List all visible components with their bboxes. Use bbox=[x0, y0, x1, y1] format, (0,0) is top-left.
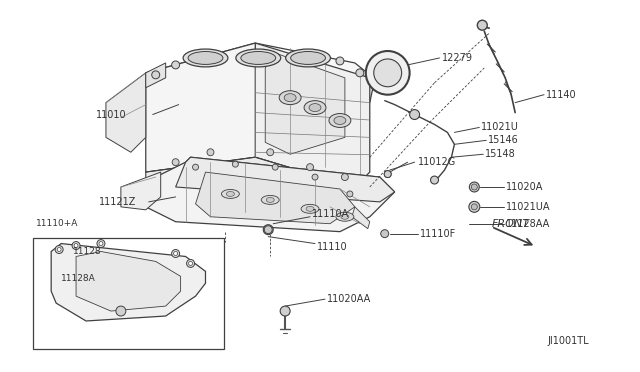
Circle shape bbox=[366, 51, 410, 95]
Polygon shape bbox=[146, 43, 255, 172]
Text: FRONT: FRONT bbox=[492, 219, 529, 229]
Circle shape bbox=[347, 191, 353, 197]
Polygon shape bbox=[121, 172, 161, 210]
Circle shape bbox=[356, 69, 364, 77]
Circle shape bbox=[207, 149, 214, 156]
Circle shape bbox=[187, 259, 195, 267]
Text: 11020A: 11020A bbox=[506, 182, 543, 192]
Circle shape bbox=[265, 227, 271, 232]
Text: 11110: 11110 bbox=[317, 241, 348, 251]
Circle shape bbox=[341, 174, 348, 180]
Circle shape bbox=[99, 241, 103, 246]
Circle shape bbox=[116, 306, 126, 316]
Ellipse shape bbox=[183, 49, 228, 67]
Text: 11010: 11010 bbox=[96, 109, 127, 119]
Ellipse shape bbox=[306, 206, 314, 211]
Ellipse shape bbox=[309, 104, 321, 112]
Ellipse shape bbox=[291, 51, 326, 64]
Circle shape bbox=[374, 59, 402, 87]
Circle shape bbox=[469, 201, 480, 212]
Circle shape bbox=[193, 164, 198, 170]
Text: 11110A: 11110A bbox=[312, 209, 349, 219]
Polygon shape bbox=[146, 157, 395, 232]
Circle shape bbox=[263, 225, 273, 235]
Text: JI1001TL: JI1001TL bbox=[547, 336, 589, 346]
Ellipse shape bbox=[236, 49, 281, 67]
Circle shape bbox=[471, 184, 477, 190]
Circle shape bbox=[384, 171, 391, 177]
Circle shape bbox=[336, 57, 344, 65]
Text: 11121Z: 11121Z bbox=[99, 197, 136, 207]
Polygon shape bbox=[146, 63, 166, 88]
Ellipse shape bbox=[261, 195, 279, 204]
Polygon shape bbox=[146, 43, 375, 118]
Text: 11128A: 11128A bbox=[61, 274, 96, 283]
Circle shape bbox=[477, 20, 487, 30]
Circle shape bbox=[173, 251, 178, 256]
Circle shape bbox=[307, 164, 314, 171]
Polygon shape bbox=[352, 207, 370, 229]
Ellipse shape bbox=[241, 51, 276, 64]
Polygon shape bbox=[51, 244, 205, 321]
Circle shape bbox=[97, 240, 105, 247]
Text: 11128: 11128 bbox=[73, 247, 102, 256]
Ellipse shape bbox=[279, 91, 301, 105]
Polygon shape bbox=[255, 43, 370, 187]
Circle shape bbox=[280, 306, 290, 316]
Polygon shape bbox=[146, 157, 355, 197]
Ellipse shape bbox=[329, 113, 351, 128]
Text: 11020AA: 11020AA bbox=[327, 294, 371, 304]
Circle shape bbox=[232, 161, 238, 167]
Circle shape bbox=[384, 171, 391, 177]
Polygon shape bbox=[196, 172, 355, 224]
Circle shape bbox=[471, 204, 477, 210]
Circle shape bbox=[72, 241, 80, 250]
Text: 11128AA: 11128AA bbox=[506, 219, 550, 229]
Ellipse shape bbox=[341, 214, 349, 219]
Polygon shape bbox=[106, 73, 146, 152]
Text: 12279: 12279 bbox=[442, 53, 472, 63]
Text: 11012G: 11012G bbox=[417, 157, 456, 167]
Ellipse shape bbox=[227, 192, 234, 196]
Circle shape bbox=[74, 244, 78, 247]
Ellipse shape bbox=[221, 189, 239, 198]
Text: 15146: 15146 bbox=[488, 135, 519, 145]
Text: 15148: 15148 bbox=[485, 149, 516, 159]
Circle shape bbox=[410, 110, 420, 119]
Polygon shape bbox=[265, 53, 345, 154]
Circle shape bbox=[431, 176, 438, 184]
Polygon shape bbox=[76, 251, 180, 311]
Text: 11021UA: 11021UA bbox=[506, 202, 550, 212]
Circle shape bbox=[172, 250, 180, 257]
Ellipse shape bbox=[334, 116, 346, 125]
Polygon shape bbox=[175, 157, 395, 202]
Circle shape bbox=[55, 246, 63, 253]
Ellipse shape bbox=[301, 204, 319, 213]
Circle shape bbox=[469, 182, 479, 192]
Circle shape bbox=[172, 61, 180, 69]
Text: 11140: 11140 bbox=[546, 90, 577, 100]
Ellipse shape bbox=[285, 49, 330, 67]
Circle shape bbox=[152, 71, 160, 79]
Ellipse shape bbox=[284, 94, 296, 102]
Ellipse shape bbox=[266, 198, 274, 202]
Circle shape bbox=[172, 159, 179, 166]
Ellipse shape bbox=[336, 212, 354, 221]
Ellipse shape bbox=[188, 51, 223, 64]
Bar bbox=[33, 238, 225, 349]
Circle shape bbox=[267, 149, 274, 156]
Circle shape bbox=[312, 174, 318, 180]
Text: 11110F: 11110F bbox=[420, 229, 456, 239]
Circle shape bbox=[264, 226, 272, 234]
Text: 11021U: 11021U bbox=[481, 122, 519, 132]
Circle shape bbox=[272, 164, 278, 170]
Ellipse shape bbox=[304, 101, 326, 115]
Circle shape bbox=[57, 247, 61, 251]
Circle shape bbox=[381, 230, 388, 238]
Text: 11110+A: 11110+A bbox=[36, 219, 79, 228]
Circle shape bbox=[189, 262, 193, 265]
